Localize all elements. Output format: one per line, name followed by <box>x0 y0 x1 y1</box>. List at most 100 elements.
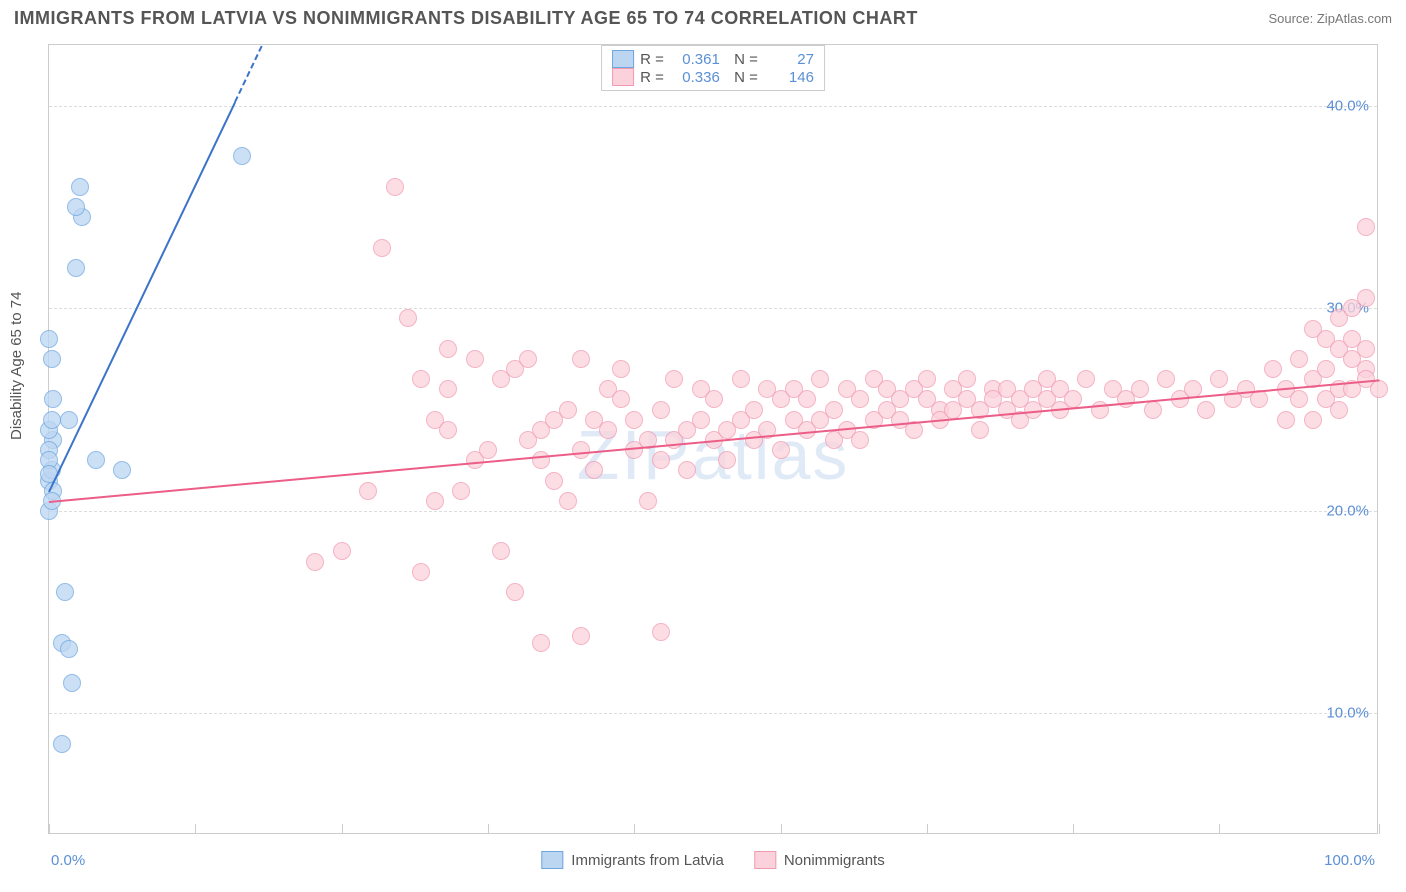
pink-marker <box>545 472 563 490</box>
pink-marker <box>412 563 430 581</box>
r-value-blue: 0.361 <box>670 51 720 68</box>
swatch-blue-icon <box>541 851 563 869</box>
x-tick <box>1379 824 1380 834</box>
pink-marker <box>1357 340 1375 358</box>
plot-frame: ZIPatlas 10.0%20.0%30.0%40.0% R = 0.361 … <box>48 44 1378 834</box>
pink-marker <box>585 461 603 479</box>
x-min-label: 0.0% <box>51 852 85 869</box>
pink-marker <box>851 390 869 408</box>
x-tick <box>195 824 196 834</box>
swatch-pink-icon <box>612 68 634 86</box>
pink-marker <box>386 178 404 196</box>
x-tick <box>342 824 343 834</box>
pink-marker <box>652 451 670 469</box>
n-label: N = <box>726 69 758 86</box>
n-value-pink: 146 <box>764 69 814 86</box>
pink-marker <box>811 370 829 388</box>
y-tick-label: 40.0% <box>1326 97 1369 114</box>
blue-marker <box>56 583 74 601</box>
pink-marker <box>426 492 444 510</box>
blue-marker <box>53 735 71 753</box>
pink-marker <box>772 441 790 459</box>
legend-item-pink: Nonimmigrants <box>754 851 885 869</box>
pink-marker <box>612 360 630 378</box>
y-tick-label: 20.0% <box>1326 502 1369 519</box>
x-tick <box>1073 824 1074 834</box>
pink-marker <box>532 634 550 652</box>
blue-marker <box>63 674 81 692</box>
legend-label-pink: Nonimmigrants <box>784 852 885 869</box>
swatch-pink-icon <box>754 851 776 869</box>
x-tick <box>927 824 928 834</box>
blue-marker <box>233 147 251 165</box>
pink-marker <box>1304 411 1322 429</box>
pink-marker <box>333 542 351 560</box>
y-tick-label: 10.0% <box>1326 705 1369 722</box>
x-tick <box>634 824 635 834</box>
pink-marker <box>492 542 510 560</box>
blue-marker <box>67 259 85 277</box>
pink-marker <box>678 461 696 479</box>
x-tick <box>49 824 50 834</box>
pink-marker <box>612 390 630 408</box>
blue-marker <box>67 198 85 216</box>
pink-marker <box>692 411 710 429</box>
pink-marker <box>306 553 324 571</box>
pink-marker <box>1197 401 1215 419</box>
pink-marker <box>1210 370 1228 388</box>
blue-marker <box>71 178 89 196</box>
pink-marker <box>572 350 590 368</box>
pink-marker <box>1357 218 1375 236</box>
pink-marker <box>1330 401 1348 419</box>
pink-marker <box>652 623 670 641</box>
r-label: R = <box>640 51 664 68</box>
pink-marker <box>532 451 550 469</box>
blue-marker <box>40 330 58 348</box>
grid-line <box>49 511 1377 512</box>
chart-title: IMMIGRANTS FROM LATVIA VS NONIMMIGRANTS … <box>14 8 918 29</box>
chart-header: IMMIGRANTS FROM LATVIA VS NONIMMIGRANTS … <box>14 8 1392 29</box>
x-max-label: 100.0% <box>1324 852 1375 869</box>
pink-marker <box>1131 380 1149 398</box>
legend-label-blue: Immigrants from Latvia <box>571 852 724 869</box>
pink-marker <box>439 380 457 398</box>
pink-marker <box>559 401 577 419</box>
pink-marker <box>479 441 497 459</box>
pink-marker <box>639 492 657 510</box>
blue-marker <box>87 451 105 469</box>
pink-marker <box>851 431 869 449</box>
r-value-pink: 0.336 <box>670 69 720 86</box>
pink-marker <box>652 401 670 419</box>
blue-marker <box>43 411 61 429</box>
pink-marker <box>572 441 590 459</box>
pink-marker <box>665 370 683 388</box>
n-label: N = <box>726 51 758 68</box>
trend-line <box>234 46 262 103</box>
pink-marker <box>705 390 723 408</box>
correlation-legend: R = 0.361 N = 27 R = 0.336 N = 146 <box>601 45 825 91</box>
pink-marker <box>1250 390 1268 408</box>
trend-line <box>48 101 236 492</box>
pink-marker <box>506 583 524 601</box>
pink-marker <box>732 370 750 388</box>
pink-marker <box>1290 390 1308 408</box>
pink-marker <box>1077 370 1095 388</box>
pink-marker <box>1317 360 1335 378</box>
blue-marker <box>60 640 78 658</box>
series-legend: Immigrants from Latvia Nonimmigrants <box>541 851 884 869</box>
pink-marker <box>958 370 976 388</box>
pink-marker <box>1277 411 1295 429</box>
pink-marker <box>745 401 763 419</box>
pink-marker <box>1290 350 1308 368</box>
pink-marker <box>718 451 736 469</box>
n-value-blue: 27 <box>764 51 814 68</box>
legend-row-blue: R = 0.361 N = 27 <box>612 50 814 68</box>
pink-marker <box>1370 380 1388 398</box>
pink-marker <box>1264 360 1282 378</box>
pink-marker <box>439 340 457 358</box>
pink-marker <box>1091 401 1109 419</box>
x-tick <box>1219 824 1220 834</box>
pink-marker <box>466 350 484 368</box>
pink-marker <box>1357 289 1375 307</box>
swatch-blue-icon <box>612 50 634 68</box>
